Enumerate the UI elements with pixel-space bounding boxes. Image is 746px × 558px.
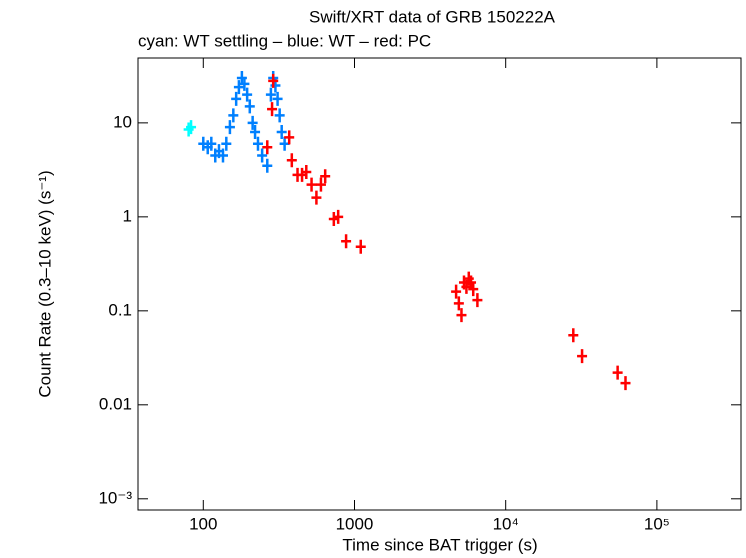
data-point <box>333 209 344 224</box>
data-point <box>577 349 588 364</box>
data-point <box>355 239 366 254</box>
data-point <box>451 284 462 299</box>
data-point <box>247 115 258 130</box>
data-point <box>341 234 352 249</box>
data-point <box>612 365 623 380</box>
chart-title: Swift/XRT data of GRB 150222A <box>309 7 556 26</box>
data-point <box>224 120 235 135</box>
data-point <box>267 102 278 117</box>
y-tick-label: 0.1 <box>108 300 132 319</box>
x-tick-label: 1000 <box>336 514 374 533</box>
x-axis-label: Time since BAT trigger (s) <box>342 535 537 554</box>
data-point <box>274 108 285 123</box>
data-point <box>242 87 253 102</box>
data-point <box>453 296 464 311</box>
x-tick-label: 10⁵ <box>644 514 670 533</box>
data-point <box>301 165 312 180</box>
data-point <box>311 190 322 205</box>
y-tick-label: 0.01 <box>99 394 132 413</box>
data-point <box>231 91 242 106</box>
data-point <box>262 140 273 155</box>
data-point <box>262 158 273 173</box>
data-point <box>286 153 297 168</box>
data-point <box>472 293 483 308</box>
data-point <box>276 124 287 139</box>
plot-frame <box>137 57 742 511</box>
data-point <box>315 177 326 192</box>
data-point <box>221 136 232 151</box>
y-tick-label: 10⁻³ <box>98 488 132 507</box>
y-axis-label: Count Rate (0.3–10 keV) (s⁻¹) <box>35 170 54 397</box>
data-point <box>206 136 217 151</box>
data-point <box>284 130 295 145</box>
data-point <box>186 120 197 135</box>
data-point <box>257 148 268 163</box>
data-point <box>279 136 290 151</box>
data-point <box>468 282 479 297</box>
data-point <box>233 80 244 95</box>
data-point <box>568 328 579 343</box>
data-point <box>228 108 239 123</box>
data-point <box>265 87 276 102</box>
x-tick-label: 100 <box>189 514 217 533</box>
data-point <box>272 91 283 106</box>
data-point <box>252 136 263 151</box>
data-point <box>239 76 250 91</box>
data-point <box>456 308 467 323</box>
data-point <box>217 148 228 163</box>
chart-subtitle: cyan: WT settling – blue: WT – red: PC <box>138 31 431 50</box>
data-point <box>250 124 261 139</box>
data-point <box>306 177 317 192</box>
y-tick-label: 1 <box>123 206 132 225</box>
data-point <box>320 169 331 184</box>
data-point <box>268 73 279 88</box>
x-tick-label: 10⁴ <box>493 514 519 533</box>
data-point <box>620 376 631 391</box>
data-point <box>244 99 255 114</box>
y-tick-label: 10 <box>113 112 132 131</box>
